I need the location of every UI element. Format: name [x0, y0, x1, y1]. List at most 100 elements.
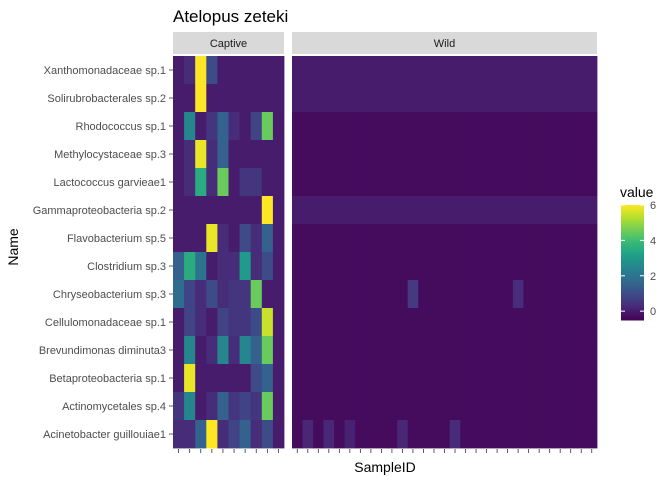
y-tick-label: Rhodococcus sp.1 — [76, 121, 167, 133]
heatmap-cell — [261, 364, 274, 393]
heatmap-cell — [344, 224, 356, 253]
heatmap-cell — [195, 56, 207, 85]
heatmap-cell — [217, 224, 229, 253]
heatmap-cell — [397, 56, 409, 85]
heatmap-cell — [554, 420, 566, 449]
legend-color-segment — [621, 318, 644, 321]
heatmap-cell — [470, 196, 482, 225]
heatmap-cell — [302, 336, 314, 365]
heatmap-cell — [533, 252, 545, 281]
heatmap-cell — [302, 308, 314, 337]
heatmap-cell — [376, 280, 388, 309]
heatmap-cell — [184, 280, 196, 309]
legend-color-segment — [621, 212, 644, 216]
heatmap-cell — [365, 168, 377, 197]
heatmap-cell — [407, 140, 419, 169]
heatmap-cell — [439, 336, 451, 365]
heatmap-cell — [173, 112, 185, 141]
heatmap-cell — [386, 280, 398, 309]
heatmap-cell — [386, 84, 398, 113]
heatmap-cell — [272, 392, 285, 421]
heatmap-cell — [544, 168, 556, 197]
heatmap-cell — [292, 364, 303, 393]
heatmap-cell — [334, 392, 345, 421]
heatmap-cell — [565, 168, 577, 197]
heatmap-cell — [449, 280, 461, 309]
heatmap-cell — [533, 280, 545, 309]
legend-color-segment — [621, 206, 644, 210]
heatmap-cell — [586, 252, 598, 281]
legend-color-segment — [621, 247, 644, 250]
heatmap-cell — [261, 280, 274, 309]
heatmap-cell — [428, 84, 440, 113]
heatmap-cell — [502, 420, 514, 449]
heatmap-cell — [397, 84, 409, 113]
legend-color-segment — [621, 233, 644, 237]
heatmap-cell — [544, 140, 556, 169]
heatmap-cell — [575, 168, 587, 197]
legend-color-segment — [621, 314, 644, 317]
heatmap-cell — [173, 280, 185, 309]
heatmap-cell — [302, 280, 314, 309]
heatmap-cell — [386, 364, 398, 393]
heatmap-cell — [460, 364, 472, 393]
heatmap-cell — [184, 84, 196, 113]
heatmap-cell — [292, 308, 303, 337]
heatmap-cell — [376, 140, 388, 169]
heatmap-cell — [449, 196, 461, 225]
heatmap-cell — [523, 420, 535, 449]
heatmap-cell — [565, 364, 577, 393]
heatmap-cell — [439, 280, 451, 309]
heatmap-cell — [239, 252, 252, 281]
heatmap-cell — [302, 196, 314, 225]
heatmap-cell — [239, 168, 252, 197]
heatmap-cell — [481, 224, 493, 253]
heatmap-cell — [575, 364, 587, 393]
heatmap-cell — [344, 280, 356, 309]
heatmap-cell — [470, 56, 482, 85]
heatmap-cell — [313, 168, 324, 197]
heatmap-cell — [460, 56, 472, 85]
heatmap-cell — [344, 168, 356, 197]
heatmap-cell — [460, 140, 472, 169]
heatmap-cell — [272, 196, 285, 225]
heatmap-cell — [272, 224, 285, 253]
legend-color-segment — [621, 302, 644, 306]
legend-color-segment — [621, 235, 644, 239]
heatmap-cell — [334, 252, 345, 281]
heatmap-cell — [173, 336, 185, 365]
heatmap-cell — [460, 392, 472, 421]
heatmap-cell — [344, 308, 356, 337]
heatmap-cell — [292, 112, 303, 141]
heatmap-cell — [195, 336, 207, 365]
heatmap-cell — [502, 308, 514, 337]
y-tick-label: Flavobacterium sp.5 — [67, 233, 166, 245]
heatmap-cell — [206, 112, 218, 141]
heatmap-cell — [439, 168, 451, 197]
heatmap-cell — [428, 252, 440, 281]
heatmap-cell — [397, 196, 409, 225]
legend-color-segment — [621, 312, 644, 315]
legend-color-segment — [621, 275, 644, 279]
heatmap-cell — [502, 112, 514, 141]
heatmap-cell — [355, 196, 367, 225]
heatmap-cell — [355, 280, 367, 309]
heatmap-cell — [365, 196, 377, 225]
heatmap-cell — [575, 84, 587, 113]
heatmap-cell — [439, 364, 451, 393]
heatmap-cell — [250, 196, 263, 225]
heatmap-cell — [386, 140, 398, 169]
heatmap-cell — [173, 196, 185, 225]
heatmap-cell — [355, 308, 367, 337]
heatmap-cell — [575, 336, 587, 365]
legend-color-segment — [621, 252, 644, 256]
heatmap-cell — [323, 308, 335, 337]
heatmap-cell — [407, 364, 419, 393]
heatmap-cell — [173, 168, 185, 197]
heatmap-cell — [565, 420, 577, 449]
legend-color-segment — [621, 256, 644, 260]
heatmap-cell — [206, 364, 218, 393]
heatmap-cell — [173, 56, 185, 85]
heatmap-cell — [261, 56, 274, 85]
heatmap-cell — [481, 364, 493, 393]
